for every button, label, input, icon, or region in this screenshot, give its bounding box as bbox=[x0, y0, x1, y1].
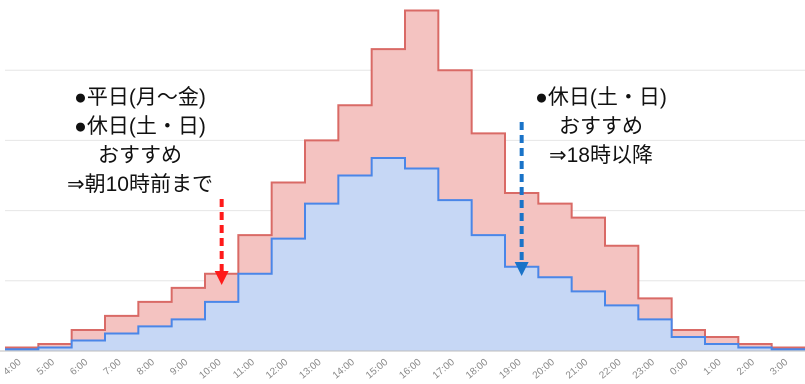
x-tick-label: 21:00 bbox=[564, 357, 591, 382]
x-tick-label: 2:00 bbox=[735, 357, 757, 378]
x-tick-label: 11:00 bbox=[231, 357, 257, 381]
x-tick-label: 19:00 bbox=[497, 357, 524, 382]
series-1-line bbox=[5, 9, 805, 349]
annotations: ●平日(月～金) ●休日(土・日) おすすめ ⇒朝10時前まで ●休日(土・日) おすすめ… bbox=[67, 86, 667, 285]
x-tick-label: 12:00 bbox=[264, 357, 291, 382]
annotation-2-line: ●休日(土・日) bbox=[535, 86, 667, 109]
x-tick-label: 8:00 bbox=[135, 357, 157, 378]
x-tick-label: 4:00 bbox=[2, 357, 24, 378]
x-tick-label: 22:00 bbox=[597, 357, 624, 382]
series-2-line bbox=[5, 156, 805, 351]
annotation-1-arrow-head bbox=[214, 271, 229, 285]
x-tick-label: 18:00 bbox=[464, 357, 491, 382]
annotation-2-arrow-head bbox=[514, 262, 529, 276]
x-tick-label: 20:00 bbox=[531, 357, 558, 382]
x-tick-label: 13:00 bbox=[297, 357, 324, 382]
annotation-1-line: ⇒朝10時前まで bbox=[67, 173, 213, 196]
x-tick-label: 3:00 bbox=[768, 357, 790, 378]
x-tick-label: 23:00 bbox=[631, 357, 658, 382]
x-tick-label: 1:00 bbox=[702, 357, 724, 378]
x-tick-label: 15:00 bbox=[364, 357, 391, 382]
x-tick-label: 7:00 bbox=[102, 357, 124, 378]
x-tick-label: 10:00 bbox=[197, 357, 224, 382]
x-tick-label: 9:00 bbox=[168, 357, 190, 378]
annotation-1-line: ●平日(月～金) bbox=[74, 86, 206, 109]
x-tick-label: 17:00 bbox=[431, 357, 458, 382]
annotation-2-line: ⇒18時以降 bbox=[549, 144, 653, 167]
x-tick-label: 0:00 bbox=[668, 357, 690, 378]
x-axis: 4:00 5:00 6:00 7:00 8:00 9:00 10:00 11:00 12:00 1… bbox=[0, 350, 805, 382]
x-tick-label: 5:00 bbox=[35, 357, 57, 378]
x-tick-label: 14:00 bbox=[331, 357, 358, 382]
x-tick-label: 6:00 bbox=[68, 357, 90, 378]
series-layer bbox=[5, 9, 805, 352]
x-tick-label: 16:00 bbox=[397, 357, 424, 382]
annotation-2-line: おすすめ bbox=[559, 115, 643, 138]
annotation-1-line: ●休日(土・日) bbox=[74, 115, 206, 138]
annotation-1-line: おすすめ bbox=[98, 144, 182, 167]
